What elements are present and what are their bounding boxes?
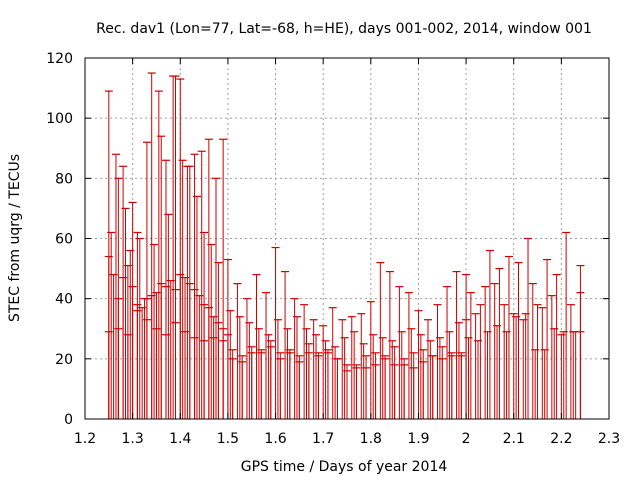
x-tick-label: 1.2	[74, 431, 96, 447]
x-tick-label: 1.8	[360, 431, 382, 447]
y-tick-label: 0	[64, 412, 73, 428]
y-tick-label: 40	[55, 292, 73, 308]
grid-lines	[85, 58, 609, 419]
x-tick-label: 2.1	[503, 431, 525, 447]
series-9	[466, 231, 585, 419]
data-points	[104, 72, 585, 419]
x-tick-label: 2.3	[598, 431, 620, 447]
series-3	[104, 72, 228, 419]
series-5	[223, 246, 471, 419]
chart-title: Rec. dav1 (Lon=77, Lat=-68, h=HE), days …	[96, 21, 592, 37]
x-axis-label: GPS time / Days of year 2014	[241, 459, 448, 475]
x-tick-label: 2.2	[550, 431, 572, 447]
y-tick-label: 100	[46, 111, 73, 127]
axis-ticks: 1.2 1.3 1.4 1.5 1.6 1.7 1.8 1.9 2 2.1 2.2 2.3 0 20 40 6…	[46, 51, 620, 447]
x-tick-label: 1.9	[407, 431, 429, 447]
x-tick-label: 1.5	[217, 431, 239, 447]
series-10	[464, 313, 585, 419]
x-tick-label: 2	[462, 431, 471, 447]
x-tick-label: 1.7	[312, 431, 334, 447]
y-axis-label: STEC from uqrg / TECUs	[7, 154, 23, 322]
y-tick-label: 20	[55, 352, 73, 368]
series-6	[226, 310, 463, 419]
y-tick-label: 80	[55, 171, 73, 187]
y-tick-label: 120	[46, 51, 73, 67]
series-7	[228, 340, 466, 419]
x-tick-label: 1.3	[122, 431, 144, 447]
y-tick-label: 60	[55, 232, 73, 248]
x-tick-label: 1.6	[264, 431, 286, 447]
x-tick-label: 1.4	[169, 431, 191, 447]
